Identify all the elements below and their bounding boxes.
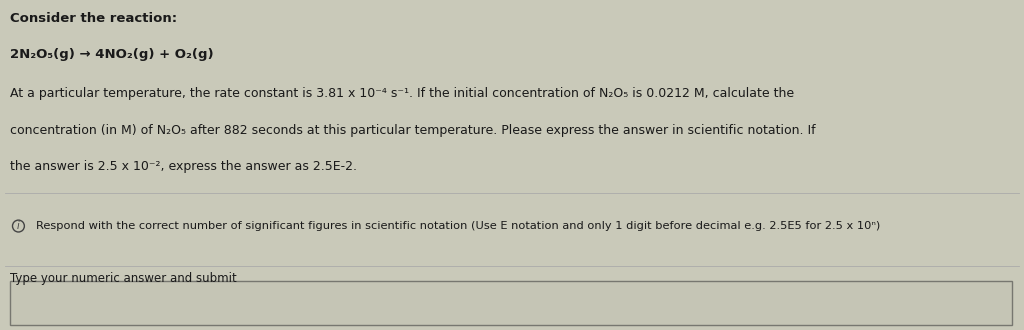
- Text: concentration (in M) of N₂O₅ after 882 seconds at this particular temperature. P: concentration (in M) of N₂O₅ after 882 s…: [10, 124, 816, 137]
- Text: At a particular temperature, the rate constant is 3.81 x 10⁻⁴ s⁻¹. If the initia: At a particular temperature, the rate co…: [10, 87, 795, 100]
- Text: i: i: [17, 221, 19, 231]
- Text: the answer is 2.5 x 10⁻², express the answer as 2.5E-2.: the answer is 2.5 x 10⁻², express the an…: [10, 160, 357, 173]
- Text: Consider the reaction:: Consider the reaction:: [10, 12, 177, 24]
- Text: Type your numeric answer and submit: Type your numeric answer and submit: [10, 272, 237, 285]
- Text: 2N₂O₅(g) → 4NO₂(g) + O₂(g): 2N₂O₅(g) → 4NO₂(g) + O₂(g): [10, 48, 214, 61]
- FancyBboxPatch shape: [10, 280, 1012, 325]
- Text: Respond with the correct number of significant figures in scientific notation (U: Respond with the correct number of signi…: [36, 221, 880, 231]
